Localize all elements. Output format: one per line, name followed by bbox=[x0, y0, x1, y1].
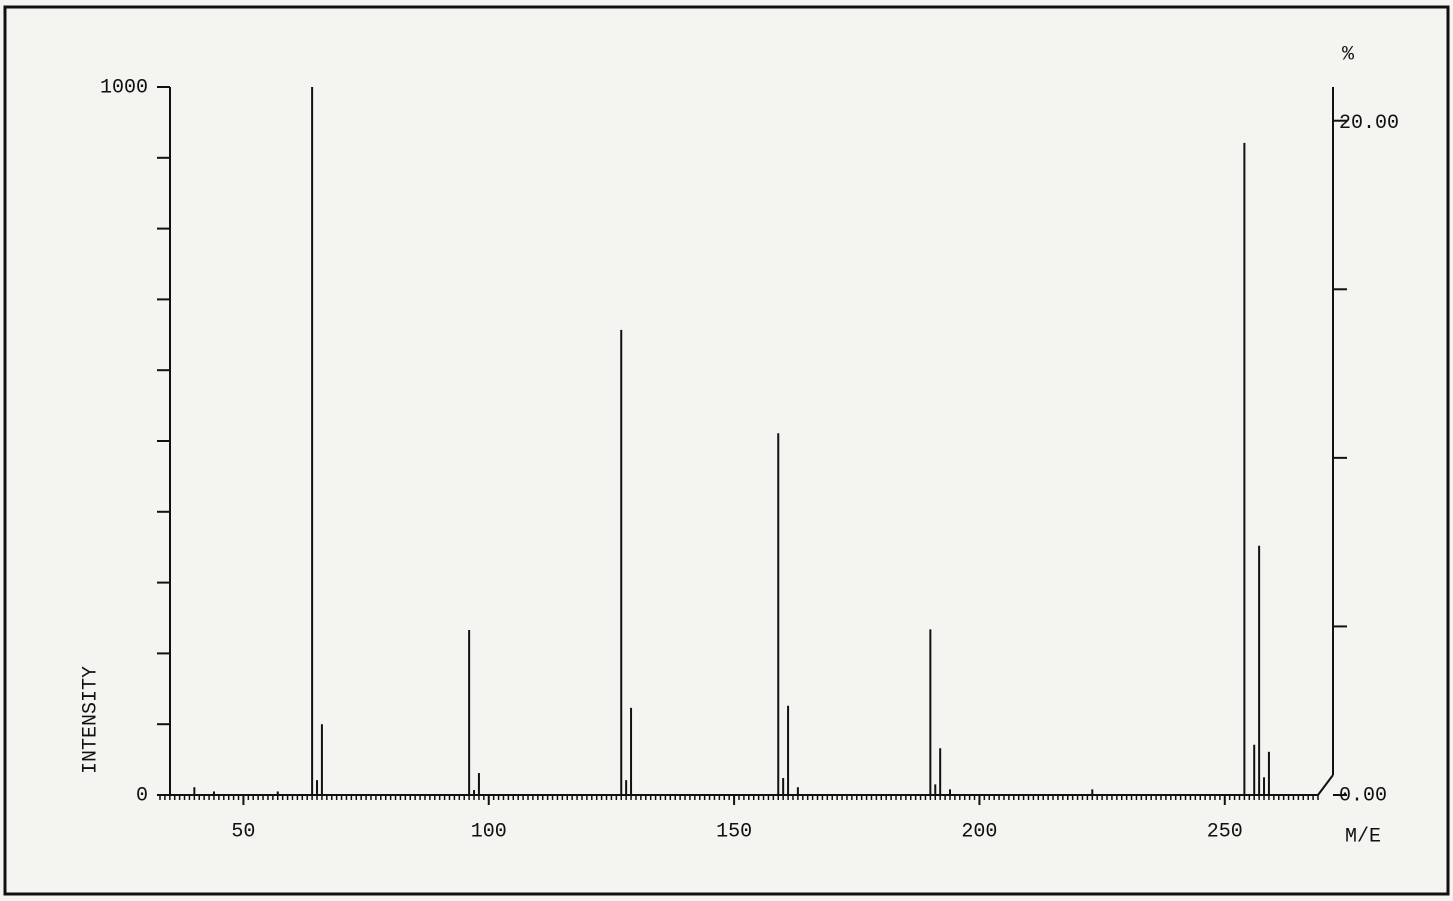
y-tick-label: 1000 bbox=[100, 76, 148, 99]
y2-tick-label: 20.00 bbox=[1339, 112, 1399, 135]
x-tick-label: 100 bbox=[471, 820, 507, 843]
y-axis-label: INTENSITY bbox=[79, 666, 102, 774]
x-tick-label: 150 bbox=[716, 820, 752, 843]
frame bbox=[3, 5, 1450, 896]
x-tick-label: 50 bbox=[231, 820, 255, 843]
x-tick-label: 200 bbox=[961, 820, 997, 843]
x-axis-label: M/E bbox=[1345, 825, 1381, 848]
axis-join bbox=[1317, 774, 1334, 796]
y-tick-label: 0 bbox=[136, 784, 148, 807]
y2-tick-label: 0.00 bbox=[1339, 784, 1387, 807]
x-tick-label: 250 bbox=[1207, 820, 1243, 843]
y2-axis-label: % bbox=[1342, 43, 1355, 66]
